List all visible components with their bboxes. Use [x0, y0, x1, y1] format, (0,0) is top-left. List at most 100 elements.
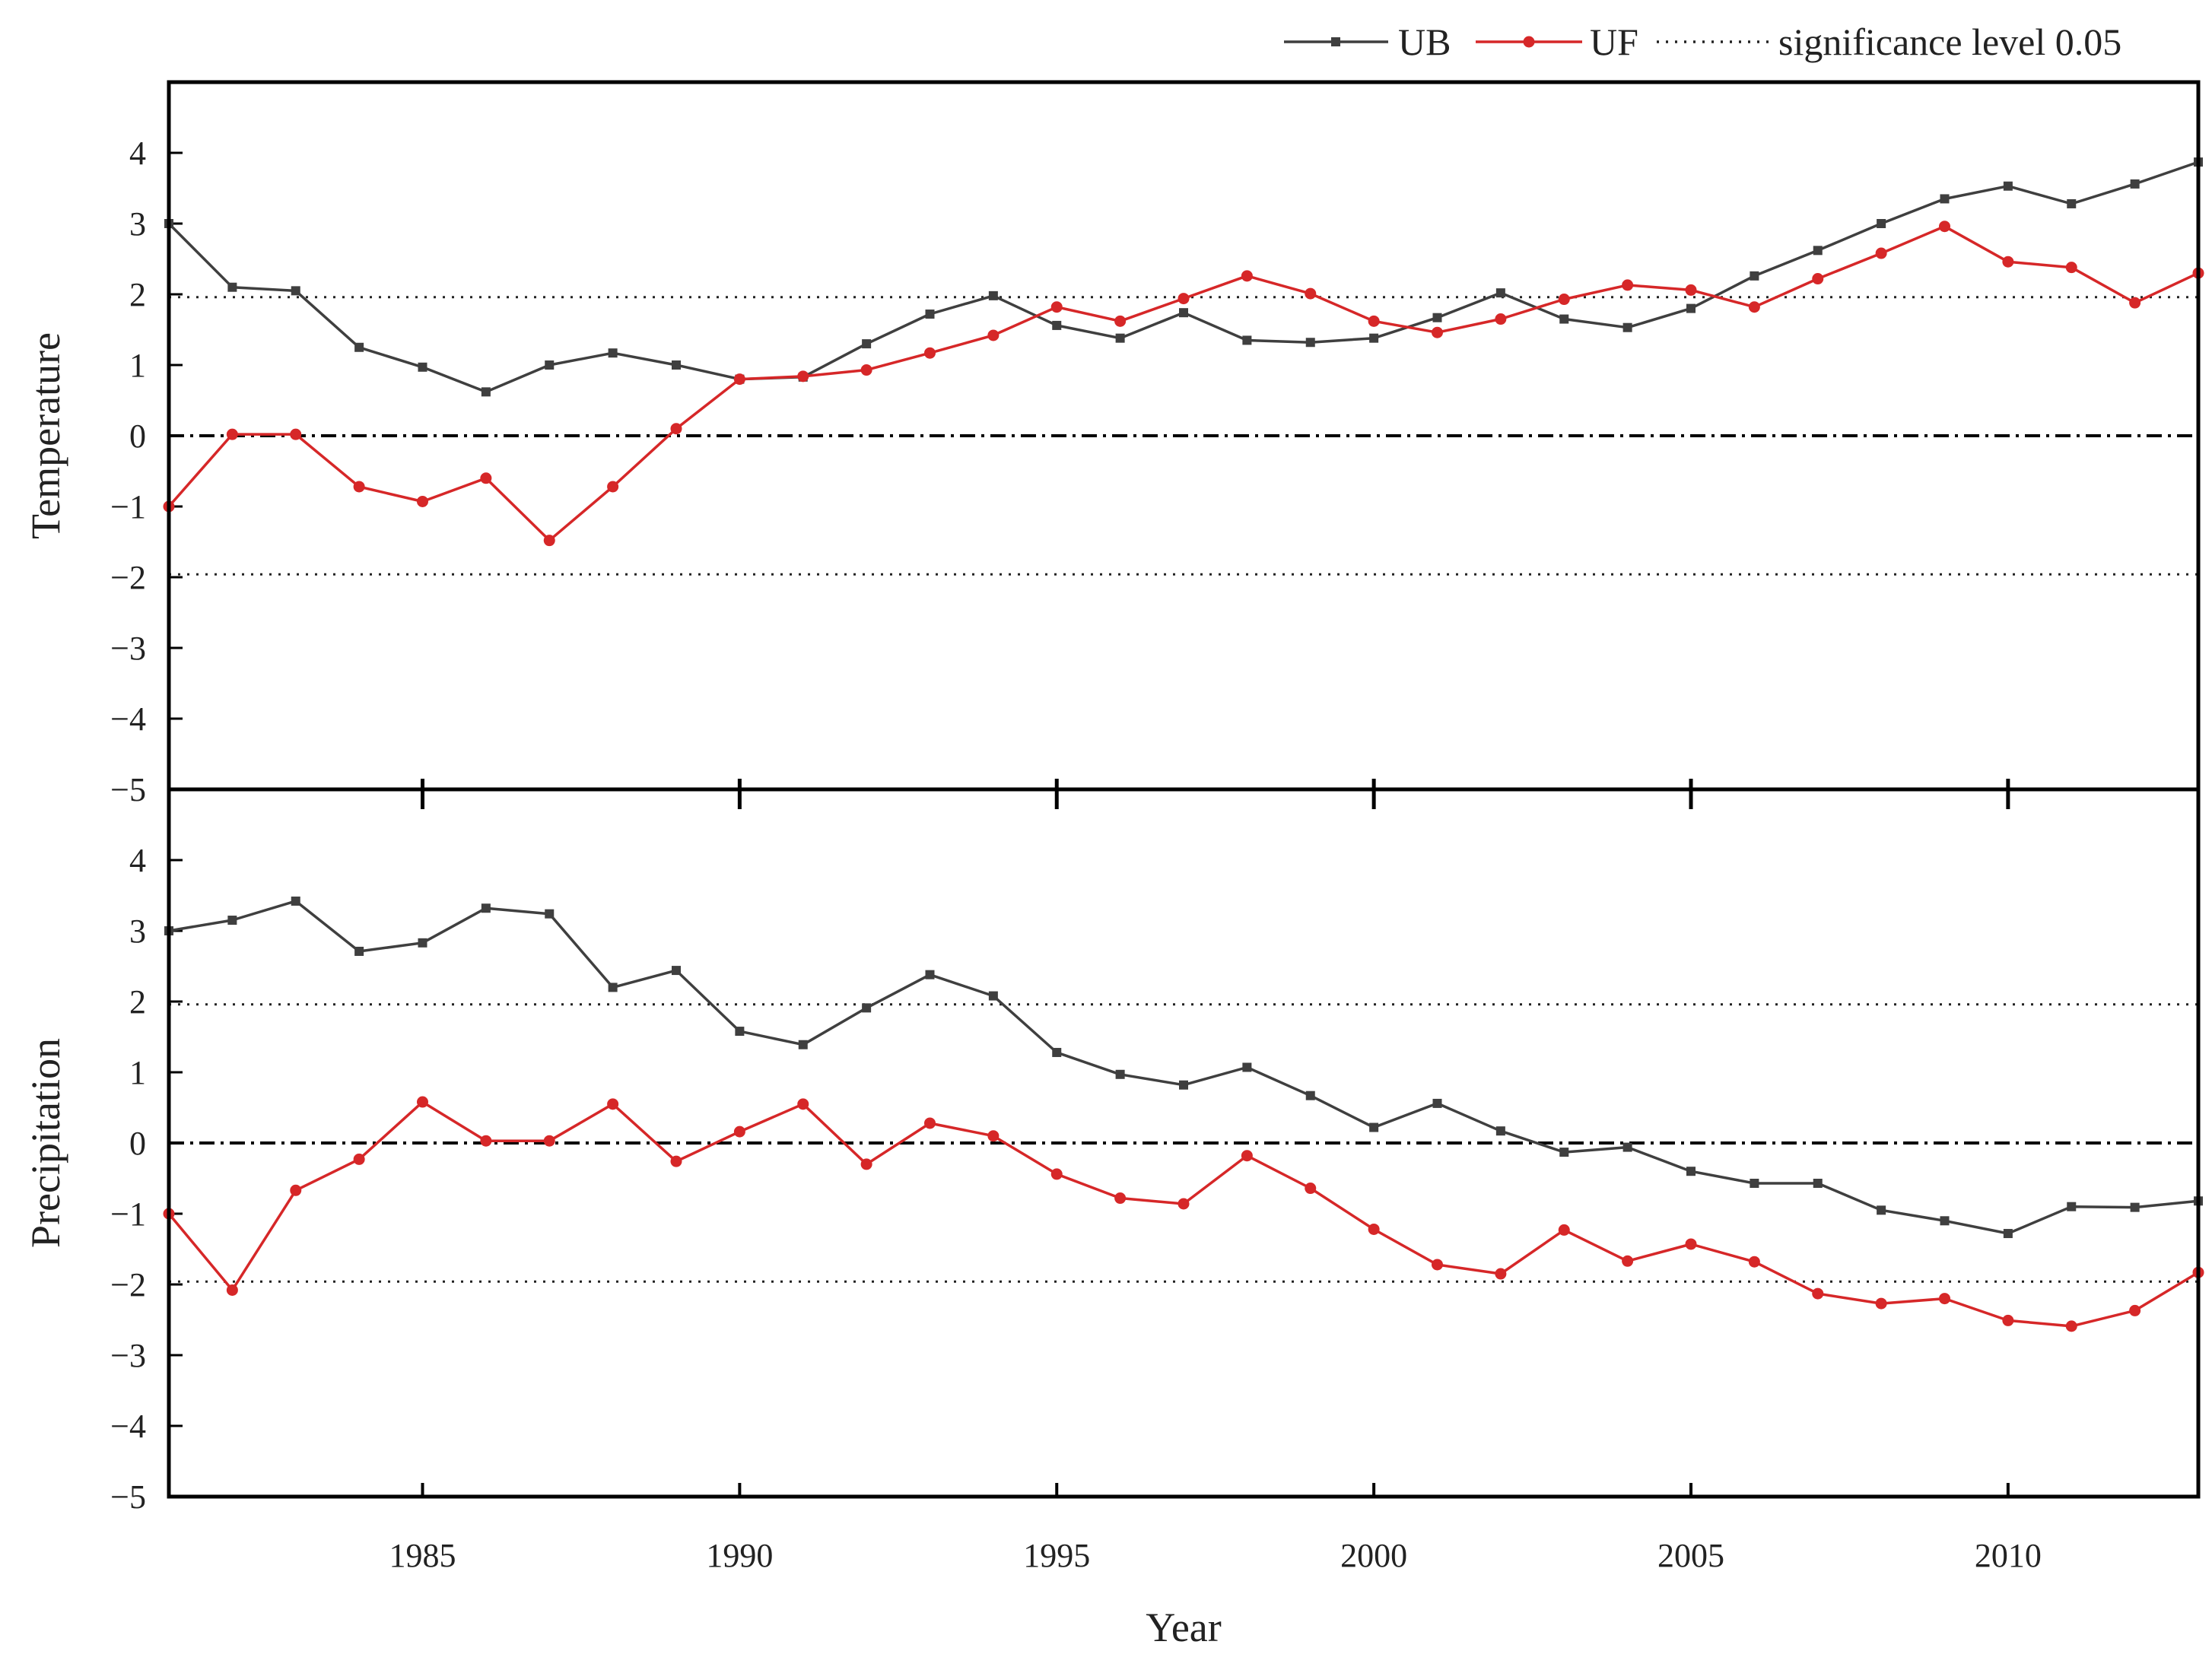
data-point: [1877, 1205, 1886, 1215]
data-point: [227, 916, 237, 925]
temperature-panel: −5 −4 −3 −2 −1 0 1 2 3 4 Temperature: [23, 80, 2204, 808]
data-point: [987, 1130, 1000, 1142]
data-point: [672, 966, 681, 976]
data-point: [2002, 256, 2014, 268]
data-point: [988, 991, 998, 1001]
legend-ub-label: UB: [1398, 21, 1451, 63]
data-point: [2065, 1320, 2077, 1332]
data-point: [2003, 181, 2013, 191]
data-point: [1622, 1255, 1634, 1267]
data-point: [543, 1135, 555, 1147]
y-tick-label: 3: [129, 913, 146, 950]
data-point: [1115, 333, 1125, 343]
data-point: [353, 1153, 365, 1165]
y-tick-label: 1: [129, 1054, 146, 1091]
legend: UB UF significance level 0.05: [1284, 21, 2121, 63]
data-point: [353, 481, 365, 493]
data-point: [1050, 1168, 1063, 1180]
data-point: [1368, 315, 1380, 327]
data-point: [543, 535, 555, 547]
data-point: [862, 1003, 872, 1013]
data-point: [227, 282, 237, 292]
data-point: [1495, 313, 1507, 325]
data-point: [1050, 301, 1063, 313]
data-point: [1114, 315, 1127, 327]
data-point: [2129, 1304, 2141, 1316]
data-point: [290, 1184, 302, 1196]
temperature-series-ub: [164, 157, 2203, 397]
data-point: [1877, 219, 1886, 228]
series-line-ub: [167, 160, 2199, 394]
data-point: [2067, 198, 2077, 208]
y-tick-label: −4: [110, 700, 146, 738]
data-point: [226, 428, 238, 440]
y-tick-label: −2: [110, 559, 146, 596]
series-line-uf: [167, 224, 2199, 542]
data-point: [1495, 1268, 1507, 1280]
data-point: [2130, 1202, 2140, 1212]
y-tick-label: −5: [110, 771, 146, 808]
data-point: [1305, 338, 1315, 348]
data-point: [860, 1158, 872, 1170]
data-point: [670, 1155, 682, 1167]
data-point: [1305, 1183, 1317, 1195]
data-point: [1242, 1062, 1252, 1072]
panels-layer: −5 −4 −3 −2 −1 0 1 2 3 4 Temperature −5 −4 −3 −2 −1 0 1 2 3…: [23, 80, 2204, 1516]
data-point: [735, 1027, 745, 1037]
data-point: [1686, 303, 1696, 313]
data-point: [1369, 333, 1379, 343]
data-point: [670, 423, 682, 435]
data-point: [1368, 1223, 1380, 1235]
precipitation-series-ub: [164, 896, 2203, 1239]
data-point: [1940, 194, 1950, 204]
data-point: [1939, 221, 1950, 233]
data-point: [2067, 1202, 2077, 1211]
data-point: [1241, 270, 1253, 282]
y-tick-label: 0: [129, 1125, 146, 1162]
y-tick-label: 1: [129, 347, 146, 384]
data-point: [480, 1135, 492, 1147]
y-tick-label: −1: [110, 488, 146, 525]
data-point: [1559, 1148, 1569, 1157]
data-point: [1748, 1256, 1760, 1268]
data-point: [1305, 287, 1317, 300]
data-point: [354, 946, 364, 956]
y-tick-label: −4: [110, 1408, 146, 1445]
data-point: [1558, 294, 1570, 306]
x-tick-label: 1995: [1023, 1537, 1090, 1574]
data-point: [291, 896, 300, 906]
data-point: [1052, 320, 1062, 330]
data-point: [1622, 1142, 1632, 1152]
data-point: [1813, 1179, 1823, 1189]
y-axis-title: Temperature: [23, 332, 68, 539]
data-point: [1875, 1297, 1887, 1310]
data-point: [797, 1098, 809, 1110]
temperature-series-uf: [163, 221, 2204, 547]
data-point: [1179, 1080, 1188, 1090]
y-axis-title: Precipitation: [23, 1038, 68, 1248]
x-tick-label: 2010: [1975, 1537, 2042, 1574]
data-point: [1813, 246, 1823, 256]
data-point: [1939, 1293, 1950, 1305]
data-point: [733, 373, 745, 386]
data-point: [2065, 262, 2077, 274]
data-point: [1432, 1259, 1443, 1271]
data-point: [988, 291, 998, 300]
data-point: [1748, 301, 1760, 313]
data-point: [1178, 1198, 1190, 1210]
data-point: [1750, 271, 1759, 281]
x-axis: 1985 1990 1995 2000 2005 2010 Year: [389, 779, 2042, 1650]
data-point: [545, 909, 555, 919]
data-point: [1685, 1238, 1697, 1250]
y-tick-label: 0: [129, 418, 146, 455]
y-tick-label: −5: [110, 1478, 146, 1516]
data-point: [1686, 1167, 1696, 1176]
data-point: [1052, 1047, 1062, 1057]
y-tick-label: 4: [129, 135, 146, 172]
data-point: [1369, 1122, 1379, 1132]
data-point: [608, 983, 618, 992]
y-tick-label: 4: [129, 842, 146, 879]
data-point: [2003, 1229, 2013, 1239]
data-point: [1179, 308, 1188, 318]
y-tick-label: 2: [129, 983, 146, 1021]
